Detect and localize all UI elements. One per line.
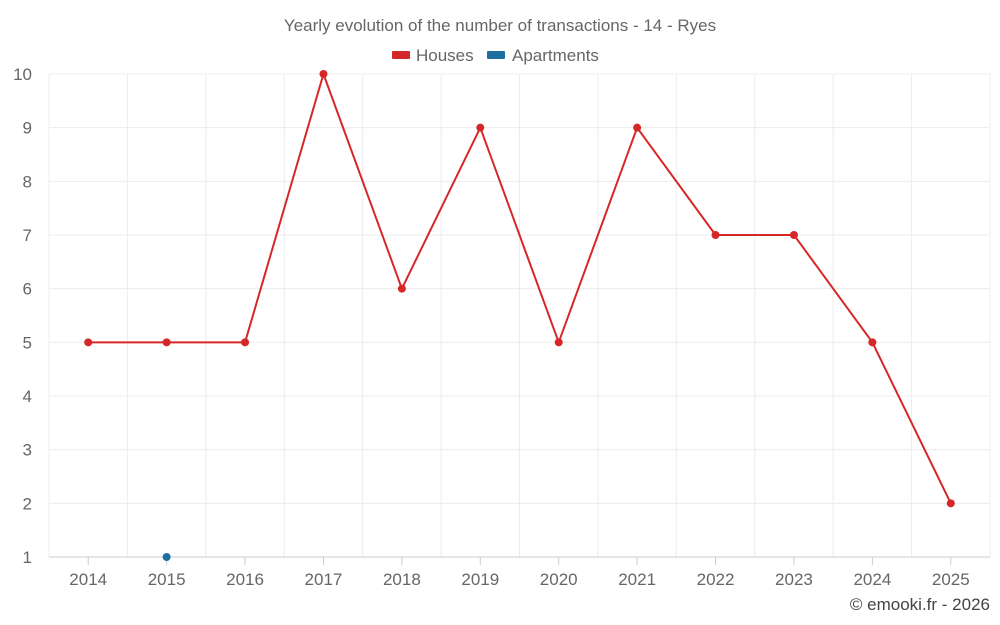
x-tick-label: 2020 — [540, 570, 578, 589]
y-tick-label: 10 — [13, 65, 32, 84]
data-point-houses[interactable] — [397, 284, 406, 293]
legend-item-apartments[interactable]: Apartments — [487, 46, 599, 65]
y-tick-label: 6 — [23, 280, 32, 299]
data-point-houses[interactable] — [319, 70, 328, 78]
x-tick-label: 2024 — [853, 570, 891, 589]
credit-text: © emooki.fr - 2026 — [850, 595, 990, 614]
y-tick-label: 3 — [23, 441, 32, 460]
data-point-houses[interactable] — [84, 338, 93, 347]
x-tick-label: 2016 — [226, 570, 264, 589]
data-point-houses[interactable] — [633, 123, 642, 132]
data-point-houses[interactable] — [789, 231, 798, 239]
series-line-houses — [88, 73, 952, 504]
y-tick-label: 4 — [23, 387, 32, 406]
y-tick-label: 2 — [23, 494, 32, 513]
data-point-apartments[interactable] — [162, 553, 171, 561]
legend: Houses Apartments — [392, 46, 599, 65]
legend-swatch-houses — [392, 51, 410, 59]
legend-label-apartments: Apartments — [512, 46, 599, 65]
x-tick-label: 2021 — [618, 570, 656, 589]
axes: 1 2 3 4 5 6 7 8 9 10 2014 2015 2016 2017 2018 2019 2020 2… — [13, 65, 990, 589]
x-tick-label: 2023 — [775, 570, 813, 589]
series-layer — [84, 70, 955, 561]
data-point-houses[interactable] — [868, 338, 877, 347]
y-tick-label: 5 — [23, 333, 32, 352]
x-tick-label: 2022 — [697, 570, 735, 589]
grid — [48, 73, 991, 557]
data-point-houses[interactable] — [241, 338, 250, 347]
chart-title: Yearly evolution of the number of transa… — [284, 16, 716, 35]
legend-label-houses: Houses — [416, 46, 474, 65]
legend-swatch-apartments — [487, 51, 505, 59]
x-tick-label: 2018 — [383, 570, 421, 589]
x-tick-label: 2014 — [69, 570, 107, 589]
x-tick-label: 2015 — [148, 570, 186, 589]
data-point-houses[interactable] — [162, 338, 171, 347]
data-point-houses[interactable] — [476, 123, 485, 132]
legend-item-houses[interactable]: Houses — [392, 46, 474, 65]
data-point-houses[interactable] — [946, 499, 955, 508]
data-point-houses[interactable] — [554, 338, 563, 347]
y-tick-label: 7 — [23, 226, 32, 245]
y-tick-label: 8 — [23, 172, 32, 191]
y-tick-label: 9 — [23, 119, 32, 138]
x-tick-label: 2017 — [305, 570, 343, 589]
y-tick-label: 1 — [23, 548, 32, 567]
x-tick-label: 2025 — [932, 570, 970, 589]
x-tick-label: 2019 — [461, 570, 499, 589]
data-point-houses[interactable] — [711, 231, 720, 239]
